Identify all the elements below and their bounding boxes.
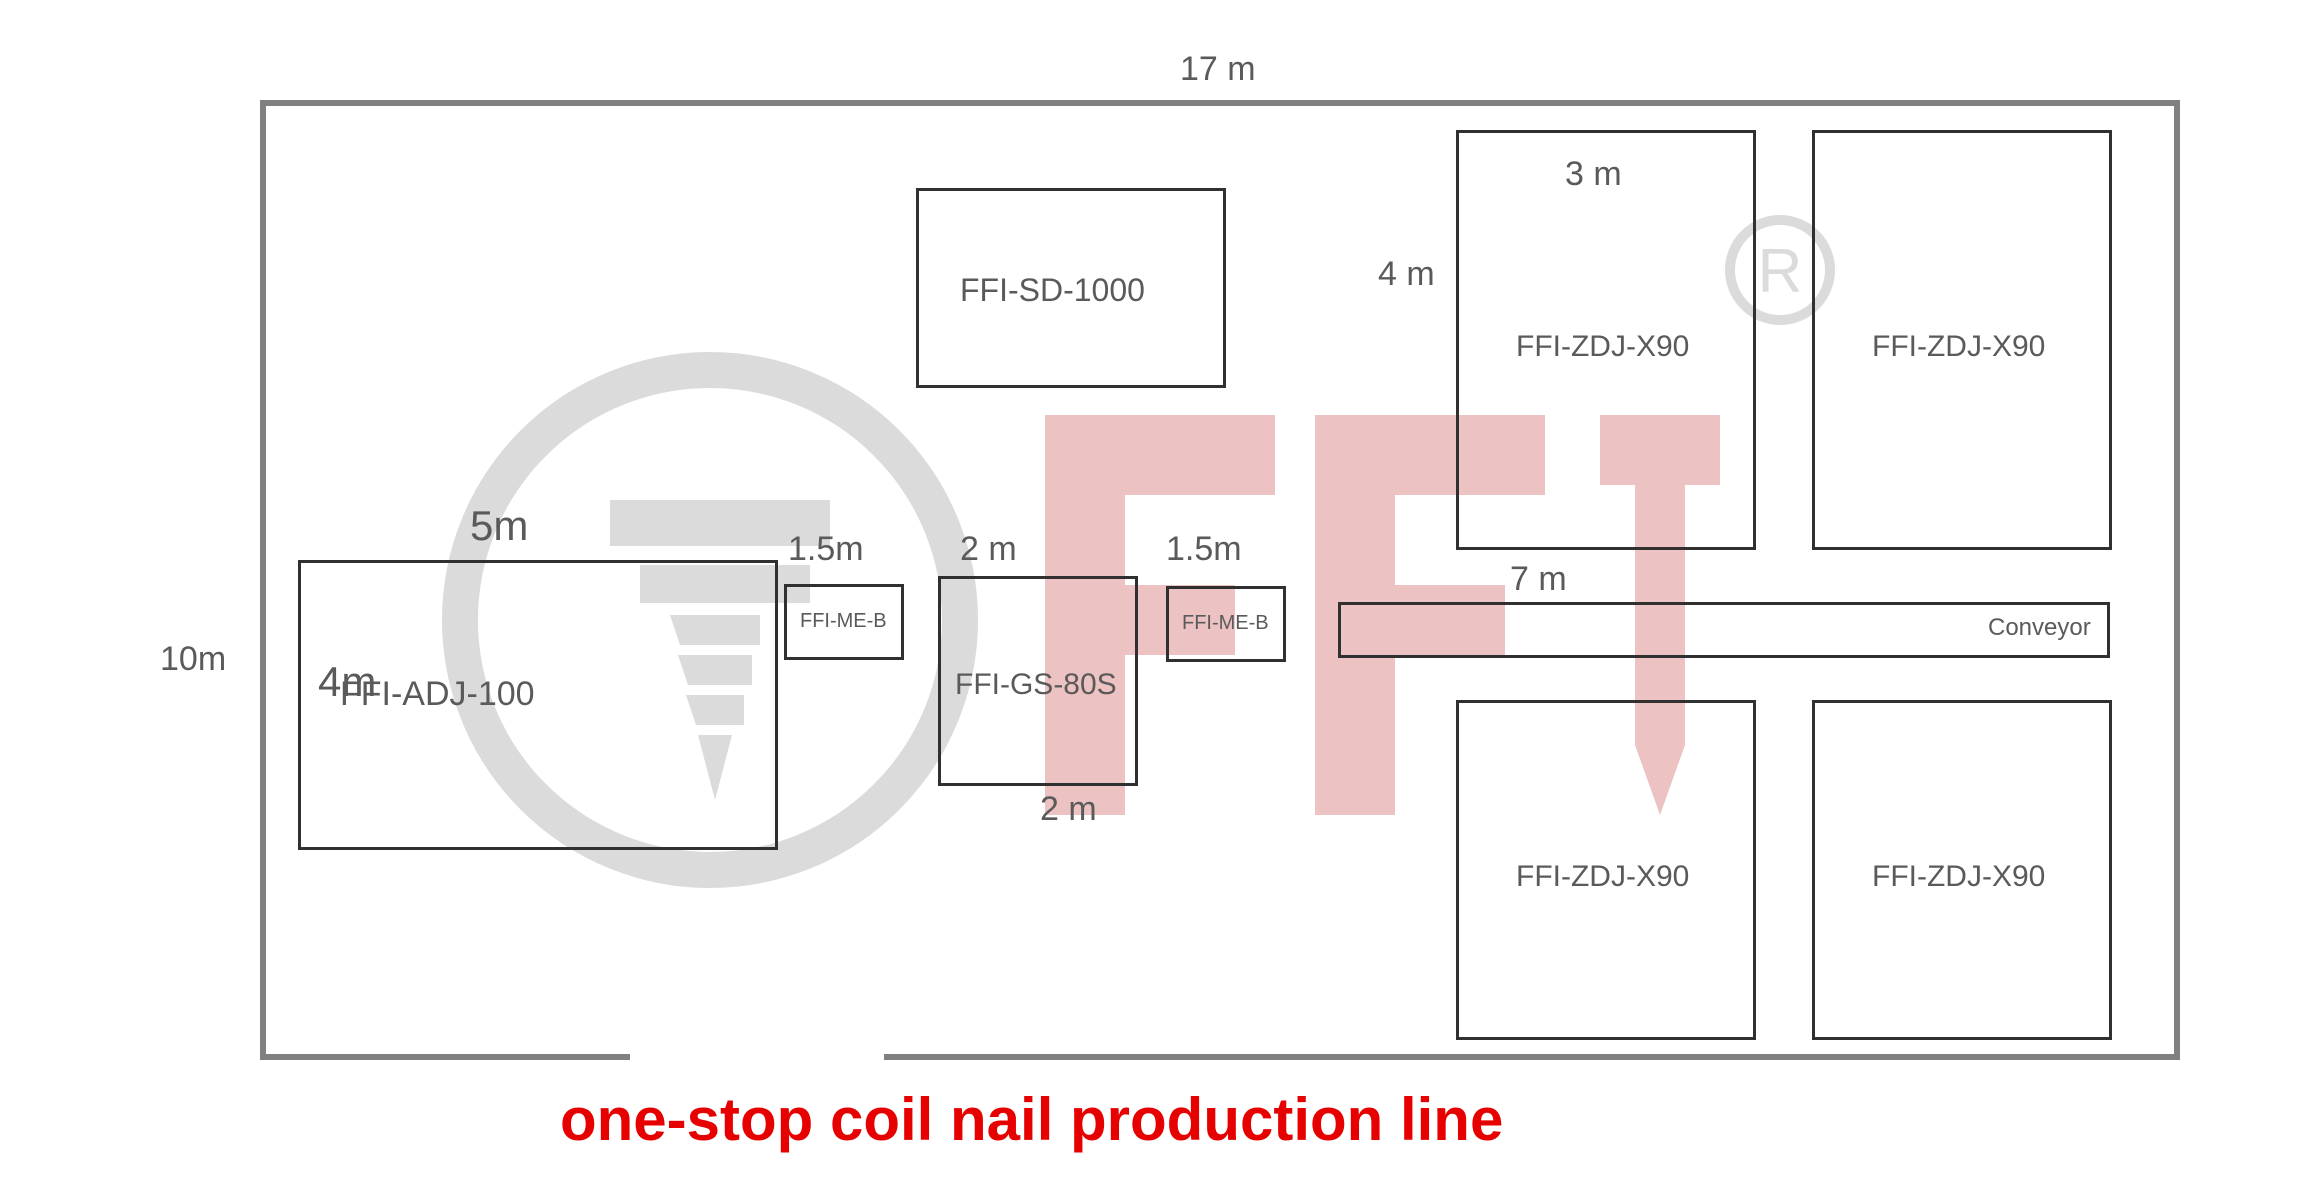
- room-top-dim: 17 m: [1180, 50, 1256, 89]
- dim-meb1-top: 1.5m: [788, 530, 864, 569]
- dim-zdj-tl-top: 3 m: [1565, 155, 1622, 194]
- label-meb2: FFI-ME-B: [1182, 612, 1269, 635]
- room-door-gap: [630, 1054, 884, 1066]
- label-zdj-tr: FFI-ZDJ-X90: [1872, 330, 2045, 364]
- label-sd1000: FFI-SD-1000: [960, 272, 1145, 309]
- label-conveyor: Conveyor: [1988, 614, 2091, 642]
- dim-gs80s-bottom: 2 m: [1040, 790, 1097, 829]
- label-zdj-tl: FFI-ZDJ-X90: [1516, 330, 1689, 364]
- layout-diagram: R 17 m 10m FFI-ADJ-100 5m 4m FFI-ME-B 1.…: [0, 0, 2300, 1200]
- label-zdj-bl: FFI-ZDJ-X90: [1516, 860, 1689, 894]
- dim-zdj-tl-left: 4 m: [1378, 255, 1435, 294]
- label-meb1: FFI-ME-B: [800, 610, 887, 633]
- label-zdj-br: FFI-ZDJ-X90: [1872, 860, 2045, 894]
- dim-adj100-top: 5m: [470, 502, 528, 550]
- dim-gs80s-top: 2 m: [960, 530, 1017, 569]
- room-left-dim: 10m: [160, 640, 226, 679]
- dim-adj100-left: 4m: [318, 658, 376, 706]
- diagram-title: one-stop coil nail production line: [560, 1085, 1503, 1154]
- dim-meb2-top: 1.5m: [1166, 530, 1242, 569]
- dim-conveyor-top: 7 m: [1510, 560, 1567, 599]
- label-gs80s: FFI-GS-80S: [955, 668, 1117, 702]
